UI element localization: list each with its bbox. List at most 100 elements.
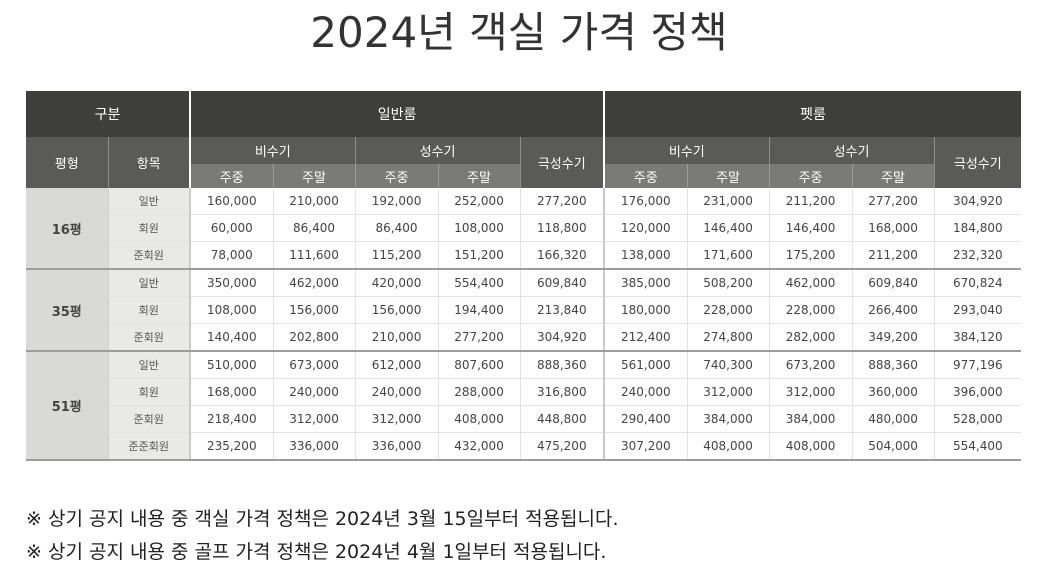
header-pet-peak-weekend: 주말 xyxy=(851,164,935,188)
header-general-room: 일반룸 xyxy=(189,91,605,137)
price-cell: 408,000 xyxy=(686,432,770,461)
item-cell: 일반 xyxy=(107,269,191,297)
price-cell: 168,000 xyxy=(189,378,274,406)
price-cell: 504,000 xyxy=(851,432,935,461)
size-cell: 51평 xyxy=(26,351,108,461)
price-cell: 111,600 xyxy=(272,241,356,270)
item-cell: 준회원 xyxy=(107,405,191,433)
size-cell: 16평 xyxy=(26,188,108,270)
price-cell: 561,000 xyxy=(603,351,688,379)
header-pet-off-weekend: 주말 xyxy=(686,164,770,188)
price-cell: 212,400 xyxy=(603,323,688,352)
price-cell: 384,000 xyxy=(686,405,770,433)
price-cell: 108,000 xyxy=(189,296,274,324)
price-cell: 408,000 xyxy=(768,432,853,461)
price-cell: 140,400 xyxy=(189,323,274,352)
item-cell: 준준회원 xyxy=(107,432,191,461)
price-cell: 156,000 xyxy=(354,296,439,324)
price-cell: 609,840 xyxy=(519,269,605,297)
header-general-off-season: 비수기 xyxy=(189,137,356,164)
header-category: 구분 xyxy=(26,91,191,137)
price-cell: 252,000 xyxy=(437,188,521,215)
price-cell: 180,000 xyxy=(603,296,688,324)
price-cell: 86,400 xyxy=(272,214,356,242)
table-row: 준회원 78,000 111,600 115,200 151,200 166,320 138… xyxy=(26,241,1022,270)
price-cell: 213,840 xyxy=(519,296,605,324)
price-cell: 475,200 xyxy=(519,432,605,461)
price-cell: 118,800 xyxy=(519,214,605,242)
price-cell: 235,200 xyxy=(189,432,274,461)
price-cell: 211,200 xyxy=(768,188,853,215)
header-item: 항목 xyxy=(107,137,191,188)
price-cell: 231,000 xyxy=(686,188,770,215)
header-pet-room: 펫룸 xyxy=(603,91,1022,137)
price-cell: 176,000 xyxy=(603,188,688,215)
price-cell: 86,400 xyxy=(354,214,439,242)
price-cell: 670,824 xyxy=(933,269,1022,297)
item-cell: 회원 xyxy=(107,214,191,242)
price-cell: 218,400 xyxy=(189,405,274,433)
price-cell: 202,800 xyxy=(272,323,356,352)
table-body: 16평 일반 160,000 210,000 192,000 252,000 277,200… xyxy=(26,188,1022,461)
price-cell: 274,800 xyxy=(686,323,770,352)
price-cell: 462,000 xyxy=(768,269,853,297)
price-cell: 108,000 xyxy=(437,214,521,242)
price-cell: 312,000 xyxy=(768,378,853,406)
price-cell: 156,000 xyxy=(272,296,356,324)
price-cell: 462,000 xyxy=(272,269,356,297)
header-general-peak-season: 성수기 xyxy=(354,137,521,164)
item-cell: 일반 xyxy=(107,188,191,215)
price-cell: 192,000 xyxy=(354,188,439,215)
price-cell: 888,360 xyxy=(519,351,605,379)
price-cell: 554,400 xyxy=(437,269,521,297)
price-cell: 277,200 xyxy=(519,188,605,215)
header-general-off-weekday: 주중 xyxy=(189,164,274,188)
price-cell: 211,200 xyxy=(851,241,935,270)
price-cell: 160,000 xyxy=(189,188,274,215)
price-cell: 612,000 xyxy=(354,351,439,379)
price-cell: 350,000 xyxy=(189,269,274,297)
price-cell: 210,000 xyxy=(354,323,439,352)
price-cell: 977,196 xyxy=(933,351,1022,379)
price-cell: 194,400 xyxy=(437,296,521,324)
price-cell: 888,360 xyxy=(851,351,935,379)
price-cell: 554,400 xyxy=(933,432,1022,461)
price-cell: 304,920 xyxy=(519,323,605,352)
price-cell: 480,000 xyxy=(851,405,935,433)
table-row: 준회원 218,400 312,000 312,000 408,000 448,800 29… xyxy=(26,405,1022,433)
price-cell: 312,000 xyxy=(686,378,770,406)
price-cell: 609,840 xyxy=(851,269,935,297)
price-cell: 420,000 xyxy=(354,269,439,297)
price-table: 구분 일반룸 펫룸 평형 항목 비수기 성수기 극성수기 비수기 성수기 극성수… xyxy=(26,91,1022,461)
header-size: 평형 xyxy=(26,137,108,188)
price-cell: 312,000 xyxy=(272,405,356,433)
price-cell: 115,200 xyxy=(354,241,439,270)
item-cell: 회원 xyxy=(107,296,191,324)
price-cell: 277,200 xyxy=(851,188,935,215)
price-cell: 146,400 xyxy=(686,214,770,242)
price-cell: 385,000 xyxy=(603,269,688,297)
item-cell: 일반 xyxy=(107,351,191,379)
price-cell: 240,000 xyxy=(354,378,439,406)
price-cell: 266,400 xyxy=(851,296,935,324)
price-cell: 740,300 xyxy=(686,351,770,379)
price-cell: 175,200 xyxy=(768,241,853,270)
price-cell: 288,000 xyxy=(437,378,521,406)
price-cell: 349,200 xyxy=(851,323,935,352)
header-general-peak-weekend: 주말 xyxy=(437,164,521,188)
table-row: 회원 108,000 156,000 156,000 194,400 213,840 180… xyxy=(26,296,1022,324)
price-cell: 384,120 xyxy=(933,323,1022,352)
price-cell: 384,000 xyxy=(768,405,853,433)
price-cell: 78,000 xyxy=(189,241,274,270)
price-cell: 307,200 xyxy=(603,432,688,461)
price-cell: 807,600 xyxy=(437,351,521,379)
price-cell: 232,320 xyxy=(933,241,1022,270)
header-pet-peak-weekday: 주중 xyxy=(768,164,853,188)
table-row: 준준회원 235,200 336,000 336,000 432,000 475,200 3… xyxy=(26,432,1022,461)
price-cell: 316,800 xyxy=(519,378,605,406)
price-cell: 228,000 xyxy=(686,296,770,324)
header-pet-off-weekday: 주중 xyxy=(603,164,688,188)
price-cell: 528,000 xyxy=(933,405,1022,433)
price-cell: 510,000 xyxy=(189,351,274,379)
header-pet-off-season: 비수기 xyxy=(603,137,770,164)
